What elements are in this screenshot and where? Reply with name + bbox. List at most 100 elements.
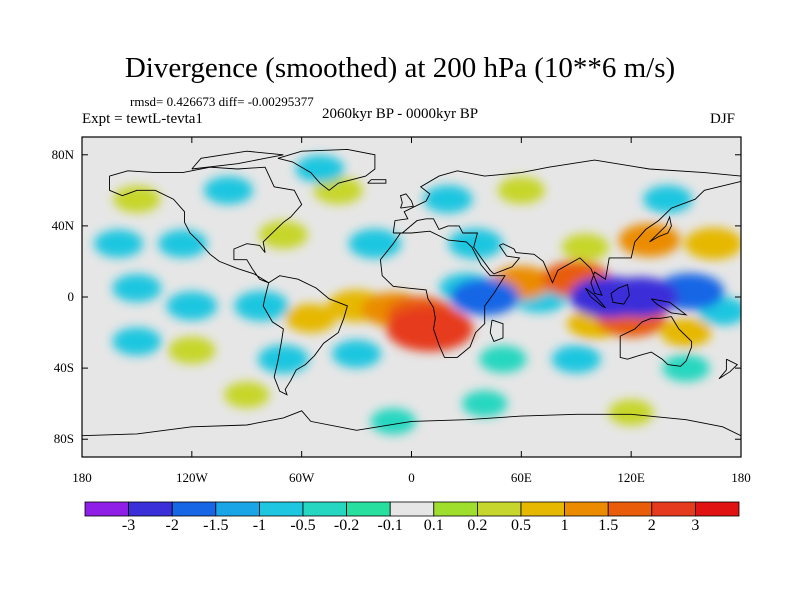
colorbar-label: 3 [691,517,700,534]
colorbar-swatch [389,501,435,517]
x-tick-label: 0 [408,470,415,485]
field-blob [258,220,308,249]
field-blob [224,381,270,408]
field-blob [684,227,741,260]
field-blob [551,345,601,374]
period-label: 2060kyr BP - 0000kyr BP [322,106,479,122]
field-blob [234,290,289,322]
field-blob [332,339,382,368]
field-blob [479,345,527,373]
season-label: DJF [710,111,736,127]
field-blob [257,344,309,374]
x-tick-label: 180 [72,470,92,485]
colorbar-label: -0.1 [377,517,403,534]
colorbar-swatch [128,501,173,517]
coast-africa [379,230,506,358]
field-blob [203,176,253,205]
coast-new-zealand [718,358,739,380]
chart-title: Divergence (smoothed) at 200 hPa (10**6 … [124,52,676,84]
field-blob [295,155,345,183]
field-blob [561,233,610,261]
field-blob [112,274,162,303]
field-blob [158,229,208,258]
field-blob [497,176,545,204]
field-blob [168,336,216,364]
field-blob [166,291,218,321]
x-tick-label: 120W [175,470,208,485]
field-blob [618,223,681,257]
y-tick-label: 40S [53,360,74,376]
field-blob [662,354,710,382]
colorbar-swatch [171,501,217,517]
field-blob [450,278,520,316]
colorbar-label: 1 [560,517,569,534]
field-blob [462,390,508,417]
colorbar-label: -0.2 [333,517,360,534]
colorbar-label: 0.1 [423,517,444,534]
colorbar-label: 0.5 [511,517,531,534]
coast-greenland [277,148,376,191]
field-blob [608,399,654,426]
field-blob [643,185,693,214]
x-tick-label: 180 [731,470,751,485]
y-tick-label: 80N [51,146,74,162]
colorbar-swatch [651,501,696,517]
field-blob [660,318,712,347]
coast-borneo [610,283,630,305]
field-blob [448,228,503,259]
coast-uk [399,193,414,209]
field-blob [113,185,161,213]
colorbar-swatch [433,501,478,517]
colorbar-swatch [302,501,347,517]
y-tick-label: 80S [53,431,74,447]
x-tick-label: 60E [510,470,532,485]
colorbar-swatch [520,501,565,517]
colorbar-label: 1.5 [598,517,619,534]
field-blob [370,408,416,435]
colorbar [84,501,740,517]
x-tick-label: 60W [289,470,315,485]
field-blob [112,327,162,356]
field-blob [348,228,402,259]
colorbar-swatch [346,501,391,517]
coast-iceland [367,179,387,184]
colorbar-label: -0.5 [290,517,316,534]
colorbar-label: -2 [165,517,179,534]
coast-eurasia [392,159,741,296]
colorbar-swatch [607,501,653,517]
coast-australia [619,316,693,367]
field-blob [94,229,144,258]
colorbar-swatch [476,501,522,517]
coast-antarctica [82,410,741,437]
colorbar-swatch [695,501,740,517]
field-layer [94,155,741,435]
field-blob [313,176,363,205]
coast-arctic-islands [191,150,284,170]
colorbar-label: -1 [252,517,267,534]
coast-north-america [109,166,303,284]
y-tick-label: 40N [51,217,74,233]
y-tick-label: 0 [67,289,75,304]
colorbar-swatch [84,501,129,517]
tick-layer [81,137,742,457]
coast-south-america [262,275,348,396]
coast-madagascar [489,319,504,342]
coast-sumatra [585,287,606,309]
colorbar-label: 2 [647,517,656,534]
coast-new-guinea [650,298,688,316]
colorbar-swatch [215,501,260,517]
stats-text: rmsd= 0.426673 diff= -0.00295377 [130,94,314,109]
colorbar-label: -1.5 [203,517,229,534]
field-blob [386,306,474,352]
coast-japan [649,215,672,243]
x-tick-label: 120E [617,470,645,485]
coastline-layer [82,148,741,437]
field-blob [285,303,337,333]
colorbar-swatch [564,501,609,517]
colorbar-label: 0.2 [467,517,488,534]
colorbar-label: -3 [121,517,136,534]
experiment-label: Expt = tewtL-tevta1 [82,111,203,127]
field-blob [423,185,473,214]
colorbar-swatch [258,501,304,517]
